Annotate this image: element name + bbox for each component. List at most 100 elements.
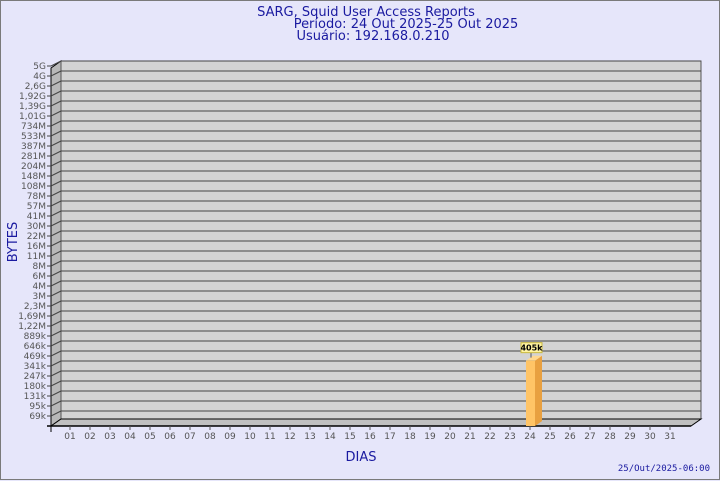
y-tick-label: 4M: [33, 282, 47, 292]
y-tick-slant: [50, 210, 62, 217]
y-tick-slant: [50, 390, 62, 397]
x-tick-label: 11: [264, 432, 275, 442]
x-tick-label: 01: [64, 432, 75, 442]
y-tick-slant: [50, 330, 62, 337]
x-tick-label: 29: [624, 432, 636, 442]
y-tick-slant: [50, 180, 62, 187]
y-tick-label: 204M: [21, 162, 46, 172]
x-tick-label: 28: [604, 432, 616, 442]
floor: [49, 418, 703, 427]
x-tick-label: 12: [284, 432, 295, 442]
y-tick-slant: [50, 190, 62, 197]
y-tick-label: 180k: [24, 382, 47, 392]
y-tick-label: 22M: [27, 232, 46, 242]
bar-24: [526, 360, 535, 426]
y-tick-slant: [50, 310, 62, 317]
y-tick-label: 533M: [21, 132, 46, 142]
y-tick-slant: [50, 300, 62, 307]
x-tick-label: 27: [584, 432, 595, 442]
x-tick-label: 26: [564, 432, 576, 442]
x-tick-label: 09: [224, 432, 236, 442]
y-tick-label: 6M: [33, 272, 47, 282]
y-tick-label: 281M: [21, 152, 46, 162]
y-tick-slant: [50, 160, 62, 167]
x-tick-label: 19: [424, 432, 436, 442]
y-tick-slant: [50, 130, 62, 137]
y-tick-label: 469k: [24, 352, 47, 362]
chart-subtitle-period: Período: 24 Out 2025-25 Out 2025: [294, 17, 519, 32]
y-tick-label: 5G: [33, 62, 46, 72]
y-tick-label: 387M: [21, 142, 46, 152]
y-tick-label: 95k: [29, 402, 46, 412]
footer-timestamp: 25/Out/2025-06:00: [618, 464, 710, 474]
x-tick-label: 10: [244, 432, 256, 442]
y-tick-label: 1,69M: [18, 312, 46, 322]
x-tick-label: 23: [504, 432, 515, 442]
y-tick-label: 8M: [33, 262, 47, 272]
y-tick-label: 69k: [29, 412, 46, 422]
x-tick-label: 21: [464, 432, 475, 442]
y-tick-slant: [50, 150, 62, 157]
y-tick-slant: [50, 200, 62, 207]
y-tick-slant: [50, 230, 62, 237]
chart-title: SARG, Squid User Access Reports: [257, 5, 475, 20]
x-tick-label: 17: [384, 432, 395, 442]
y-tick-label: 1,92G: [19, 92, 46, 102]
y-tick-slant: [50, 320, 62, 327]
y-tick-slant: [50, 400, 62, 407]
y-tick-label: 734M: [21, 122, 46, 132]
data-label-box: [520, 342, 543, 354]
y-tick-label: 11M: [27, 252, 46, 262]
y-tick-slant: [50, 80, 62, 87]
x-tick-label: 31: [664, 432, 675, 442]
y-tick-label: 4G: [33, 72, 46, 82]
y-axis-label: BYTES: [6, 222, 21, 263]
y-tick-slant: [50, 250, 62, 257]
y-tick-slant: [50, 120, 62, 127]
y-tick-label: 341k: [24, 362, 47, 372]
y-tick-label: 1,01G: [19, 112, 46, 122]
y-tick-label: 2,3M: [24, 302, 46, 312]
x-tick-label: 08: [204, 432, 216, 442]
y-tick-label: 41M: [27, 212, 46, 222]
y-tick-slant: [50, 280, 62, 287]
y-tick-slant: [50, 110, 62, 117]
x-tick-label: 07: [184, 432, 195, 442]
x-tick-label: 14: [324, 432, 336, 442]
bar-top-24: [526, 355, 542, 361]
y-tick-label: 78M: [27, 192, 46, 202]
y-tick-slant: [50, 340, 62, 347]
y-tick-slant: [50, 350, 62, 357]
x-tick-label: 13: [304, 432, 315, 442]
bar-side-24: [535, 355, 542, 426]
x-tick-label: 18: [404, 432, 416, 442]
x-axis-label: DIAS: [346, 450, 377, 465]
y-tick-slant: [50, 220, 62, 227]
x-tick-label: 30: [644, 432, 656, 442]
x-tick-label: 16: [364, 432, 376, 442]
y-tick-label: 57M: [27, 202, 46, 212]
x-tick-label: 15: [344, 432, 355, 442]
y-tick-label: 889k: [24, 332, 47, 342]
x-tick-label: 20: [444, 432, 456, 442]
x-tick-label: 02: [84, 432, 95, 442]
y-tick-slant: [50, 100, 62, 107]
x-tick-label: 04: [124, 432, 136, 442]
y-tick-label: 3M: [33, 292, 47, 302]
y-tick-label: 2,6G: [25, 82, 46, 92]
x-tick-label: 24: [524, 432, 536, 442]
y-tick-label: 148M: [21, 172, 46, 182]
back-wall: [60, 60, 702, 420]
y-tick-label: 646k: [24, 342, 47, 352]
y-tick-slant: [50, 60, 62, 67]
y-tick-label: 131k: [24, 392, 47, 402]
y-tick-label: 30M: [27, 222, 46, 232]
y-tick-label: 247k: [24, 372, 47, 382]
chart-subtitle-user: Usuário: 192.168.0.210: [296, 29, 449, 44]
y-tick-label: 108M: [21, 182, 46, 192]
y-tick-slant: [50, 370, 62, 377]
x-tick-label: 05: [144, 432, 155, 442]
y-tick-slant: [50, 270, 62, 277]
